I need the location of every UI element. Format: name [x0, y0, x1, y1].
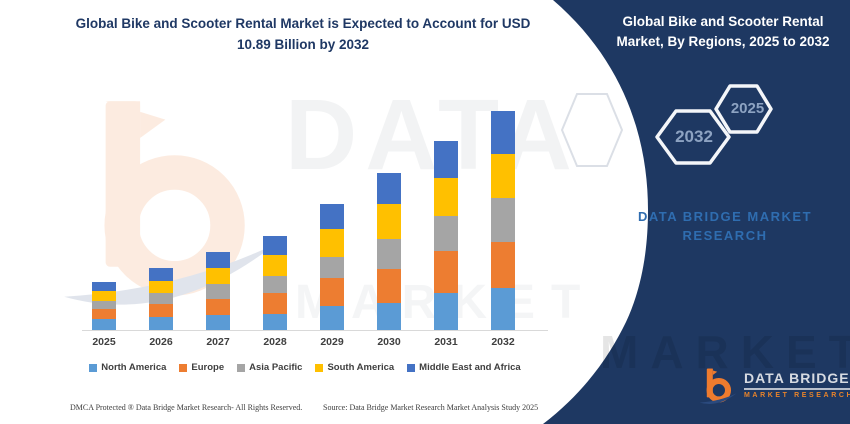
legend-item-asia-pacific: Asia Pacific: [237, 362, 302, 373]
x-axis-label-2027: 2027: [206, 336, 230, 348]
source-note: Source: Data Bridge Market Research Mark…: [323, 403, 539, 412]
bar-segment-middle-east-and-africa: [149, 268, 173, 282]
bar-segment-south-america: [434, 178, 458, 216]
legend-item-north-america: North America: [89, 362, 166, 373]
bar-segment-north-america: [491, 287, 515, 330]
bar-segment-europe: [206, 298, 230, 316]
bar-2027: [206, 251, 230, 330]
x-axis-line: [82, 330, 548, 331]
bar-segment-middle-east-and-africa: [320, 204, 344, 229]
x-axis-label-2031: 2031: [434, 336, 458, 348]
bar-segment-asia-pacific: [434, 215, 458, 251]
bar-segment-asia-pacific: [320, 256, 344, 278]
bar-segment-south-america: [491, 154, 515, 199]
bar-segment-middle-east-and-africa: [263, 236, 287, 256]
dbmr-logo-b-icon: [699, 368, 737, 404]
panel-title-line1: Global Bike and Scooter Rental: [622, 14, 824, 29]
chart-title: Global Bike and Scooter Rental Market is…: [48, 14, 558, 56]
x-axis-label-2025: 2025: [92, 336, 116, 348]
bar-segment-north-america: [377, 303, 401, 330]
x-axis-label-2029: 2029: [320, 336, 344, 348]
bar-segment-south-america: [377, 204, 401, 240]
bar-segment-north-america: [149, 316, 173, 330]
legend-label: South America: [327, 362, 395, 373]
dbmr-logo: DATA BRIDGE MARKET RESEARCH: [698, 366, 850, 408]
bar-segment-middle-east-and-africa: [92, 282, 116, 292]
legend-item-south-america: South America: [315, 362, 394, 373]
legend-swatch-icon: [237, 363, 246, 372]
bar-2026: [149, 268, 173, 330]
bar-segment-asia-pacific: [149, 292, 173, 305]
bar-2032: [491, 110, 515, 330]
panel-title: Global Bike and Scooter Rental Market, B…: [602, 12, 844, 53]
chart-title-line2: 10.89 Billion by 2032: [236, 36, 370, 52]
bar-segment-north-america: [92, 318, 116, 330]
chart-title-line1: Global Bike and Scooter Rental Market is…: [75, 16, 531, 31]
bar-segment-middle-east-and-africa: [491, 110, 515, 155]
bar-segment-middle-east-and-africa: [206, 251, 230, 268]
legend-swatch-icon: [407, 363, 416, 372]
bar-2029: [320, 204, 344, 330]
bar-segment-europe: [149, 304, 173, 317]
bar-segment-asia-pacific: [377, 239, 401, 270]
year-hexagons-icon: [655, 84, 773, 165]
bar-2028: [263, 236, 287, 330]
panel-brand-line1: DATA BRIDGE MARKET: [637, 209, 813, 224]
hexagon-year-2025: 2025: [730, 100, 765, 117]
bar-2025: [92, 282, 116, 330]
bar-segment-europe: [377, 269, 401, 304]
panel-brand-line2: RESEARCH: [682, 227, 768, 243]
bar-segment-europe: [263, 292, 287, 315]
dmca-notice: DMCA Protected ® Data Bridge Market Rese…: [70, 403, 303, 412]
legend-label: Asia Pacific: [249, 362, 303, 373]
legend-item-europe: Europe: [179, 362, 224, 373]
legend-item-middle-east-and-africa: Middle East and Africa: [407, 362, 521, 373]
bar-segment-europe: [320, 277, 344, 306]
x-axis-label-2032: 2032: [491, 336, 515, 348]
panel-brand-text: DATA BRIDGE MARKET RESEARCH: [620, 208, 830, 246]
bar-segment-asia-pacific: [263, 276, 287, 293]
bar-segment-asia-pacific: [92, 300, 116, 309]
bar-segment-south-america: [263, 255, 287, 277]
x-axis-label-2030: 2030: [377, 336, 401, 348]
legend-swatch-icon: [89, 363, 98, 372]
hexagon-watermark-icon: [560, 93, 624, 167]
bar-segment-north-america: [320, 305, 344, 330]
bar-segment-north-america: [206, 315, 230, 330]
bar-2030: [377, 173, 401, 330]
legend-label: Middle East and Africa: [419, 362, 521, 373]
bar-segment-south-america: [149, 281, 173, 293]
legend-label: Europe: [191, 362, 225, 373]
legend-swatch-icon: [315, 363, 324, 372]
x-axis-label-2028: 2028: [263, 336, 287, 348]
bar-segment-south-america: [320, 228, 344, 257]
bar-segment-asia-pacific: [491, 198, 515, 243]
hexagon-year-2032: 2032: [675, 127, 713, 146]
bar-segment-south-america: [92, 291, 116, 301]
bar-2031: [434, 140, 458, 330]
bar-segment-europe: [434, 250, 458, 294]
bar-segment-south-america: [206, 267, 230, 285]
bar-segment-north-america: [434, 293, 458, 330]
x-axis-label-2026: 2026: [149, 336, 173, 348]
chart-legend: North America Europe Asia Pacific South Ame…: [55, 362, 555, 373]
panel-title-line2: Market, By Regions, 2025 to 2032: [616, 34, 830, 50]
bar-segment-europe: [92, 308, 116, 319]
legend-label: North America: [101, 362, 167, 373]
dbmr-logo-text: DATA BRIDGE MARKET RESEARCH: [744, 370, 850, 399]
bar-segment-middle-east-and-africa: [377, 173, 401, 205]
bar-segment-middle-east-and-africa: [434, 140, 458, 179]
bar-segment-europe: [491, 242, 515, 288]
bar-segment-asia-pacific: [206, 284, 230, 299]
bar-segment-north-america: [263, 314, 287, 330]
panel-watermark-text: MARKET RESEARCH: [600, 326, 850, 378]
dbmr-logo-name: DATA BRIDGE: [744, 370, 850, 390]
dbmr-logo-subtitle: MARKET RESEARCH: [744, 392, 850, 399]
legend-swatch-icon: [179, 363, 188, 372]
